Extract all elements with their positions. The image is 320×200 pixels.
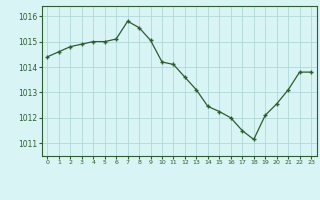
- Text: Graphe pression niveau de la mer (hPa): Graphe pression niveau de la mer (hPa): [58, 185, 262, 194]
